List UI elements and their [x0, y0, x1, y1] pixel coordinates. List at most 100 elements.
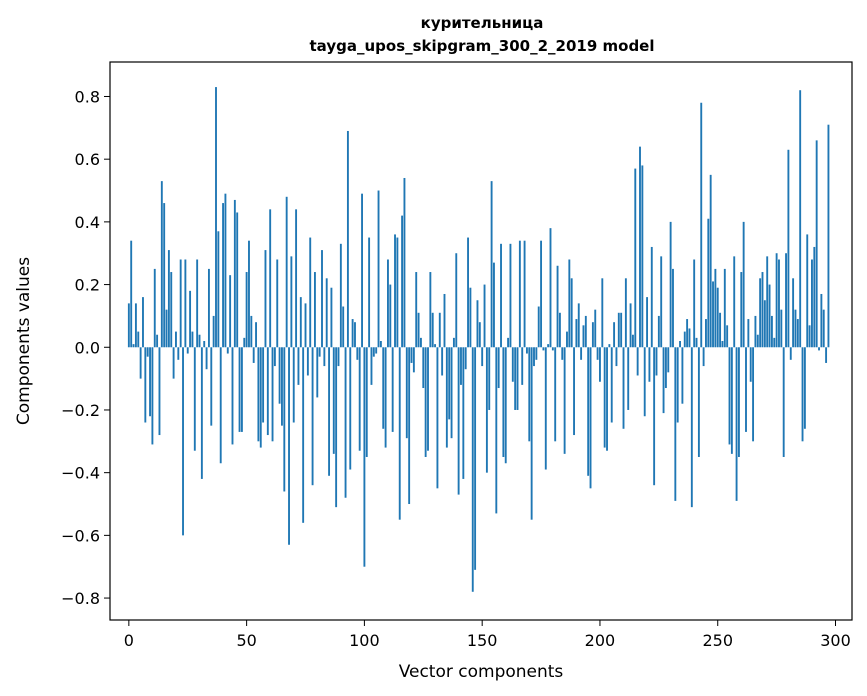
bar [733, 256, 736, 348]
bar [231, 347, 234, 445]
bar [818, 347, 820, 351]
bar [549, 228, 552, 348]
bar [780, 309, 783, 348]
bar [419, 337, 422, 348]
bar [636, 347, 639, 376]
bar [464, 347, 467, 370]
x-axis: 0 50 100 150 200 250 300 [124, 620, 851, 650]
bar [570, 278, 573, 348]
bar [372, 347, 375, 357]
bar [309, 237, 312, 348]
bar [497, 347, 500, 389]
bar [568, 259, 571, 348]
bar [273, 347, 276, 367]
bar [719, 312, 722, 348]
bar [172, 347, 175, 379]
bar [198, 334, 201, 348]
bar [601, 278, 604, 348]
bar [170, 272, 173, 348]
bar [210, 347, 213, 426]
bar [664, 347, 667, 389]
bar [356, 347, 359, 360]
bar [596, 347, 599, 360]
x-tick-label: 150 [467, 631, 498, 650]
bar [622, 347, 625, 429]
bar [243, 337, 246, 348]
bar [806, 234, 809, 348]
bar [714, 268, 717, 348]
bar [278, 347, 281, 404]
bar [457, 347, 460, 495]
bar [813, 246, 816, 348]
bar [224, 193, 227, 348]
bar [599, 347, 601, 382]
y-tick-label: −0.4 [61, 464, 100, 483]
bar [450, 347, 453, 439]
bar [683, 331, 686, 348]
bar [474, 347, 477, 570]
bar [495, 347, 498, 514]
bar [749, 347, 752, 382]
y-axis-label: Components values [14, 257, 34, 425]
bar [756, 334, 759, 348]
bar [156, 334, 159, 348]
plot-frame [109, 61, 853, 621]
bar [288, 347, 290, 545]
bar [483, 284, 486, 348]
bar [563, 347, 566, 454]
bar [657, 315, 660, 348]
bar [789, 347, 792, 360]
bar [149, 347, 151, 417]
bar [127, 303, 130, 348]
bar [606, 347, 608, 451]
bar [803, 347, 806, 429]
bar [697, 347, 700, 457]
bar [712, 281, 714, 348]
bar [264, 250, 267, 348]
bar [375, 347, 378, 354]
bar [681, 347, 684, 404]
x-tick-label: 300 [820, 631, 851, 650]
bar [401, 215, 404, 348]
bar [363, 347, 366, 567]
bar [580, 347, 583, 360]
bar [500, 243, 502, 348]
bar [233, 199, 236, 348]
bar [763, 300, 766, 348]
bar [591, 322, 594, 348]
bar [759, 278, 762, 348]
y-tick-label: 0.4 [75, 213, 100, 232]
bar [785, 253, 787, 348]
bar [533, 347, 535, 367]
bar-series [127, 87, 830, 592]
bar [481, 347, 484, 367]
bar [134, 303, 137, 348]
bar [693, 259, 696, 348]
bar [573, 347, 575, 436]
bar [396, 237, 399, 348]
bar [382, 347, 385, 429]
bar [787, 149, 790, 348]
bar [217, 231, 220, 348]
bar [285, 196, 288, 348]
bar [158, 347, 161, 436]
bar [796, 319, 799, 348]
bar [542, 347, 545, 351]
bar [476, 300, 479, 348]
bar [530, 347, 533, 520]
bar [417, 312, 420, 348]
y-tick-label: 0.0 [75, 338, 100, 357]
bar [650, 246, 653, 348]
bar [528, 347, 531, 442]
bar [808, 325, 811, 348]
bar [189, 290, 192, 348]
bar [196, 259, 199, 348]
bar [248, 240, 250, 348]
bar [540, 240, 543, 348]
bar [354, 322, 356, 348]
bar [613, 322, 616, 348]
bar [384, 347, 387, 448]
bar [153, 268, 156, 348]
bar [321, 250, 323, 348]
bar [728, 347, 731, 445]
